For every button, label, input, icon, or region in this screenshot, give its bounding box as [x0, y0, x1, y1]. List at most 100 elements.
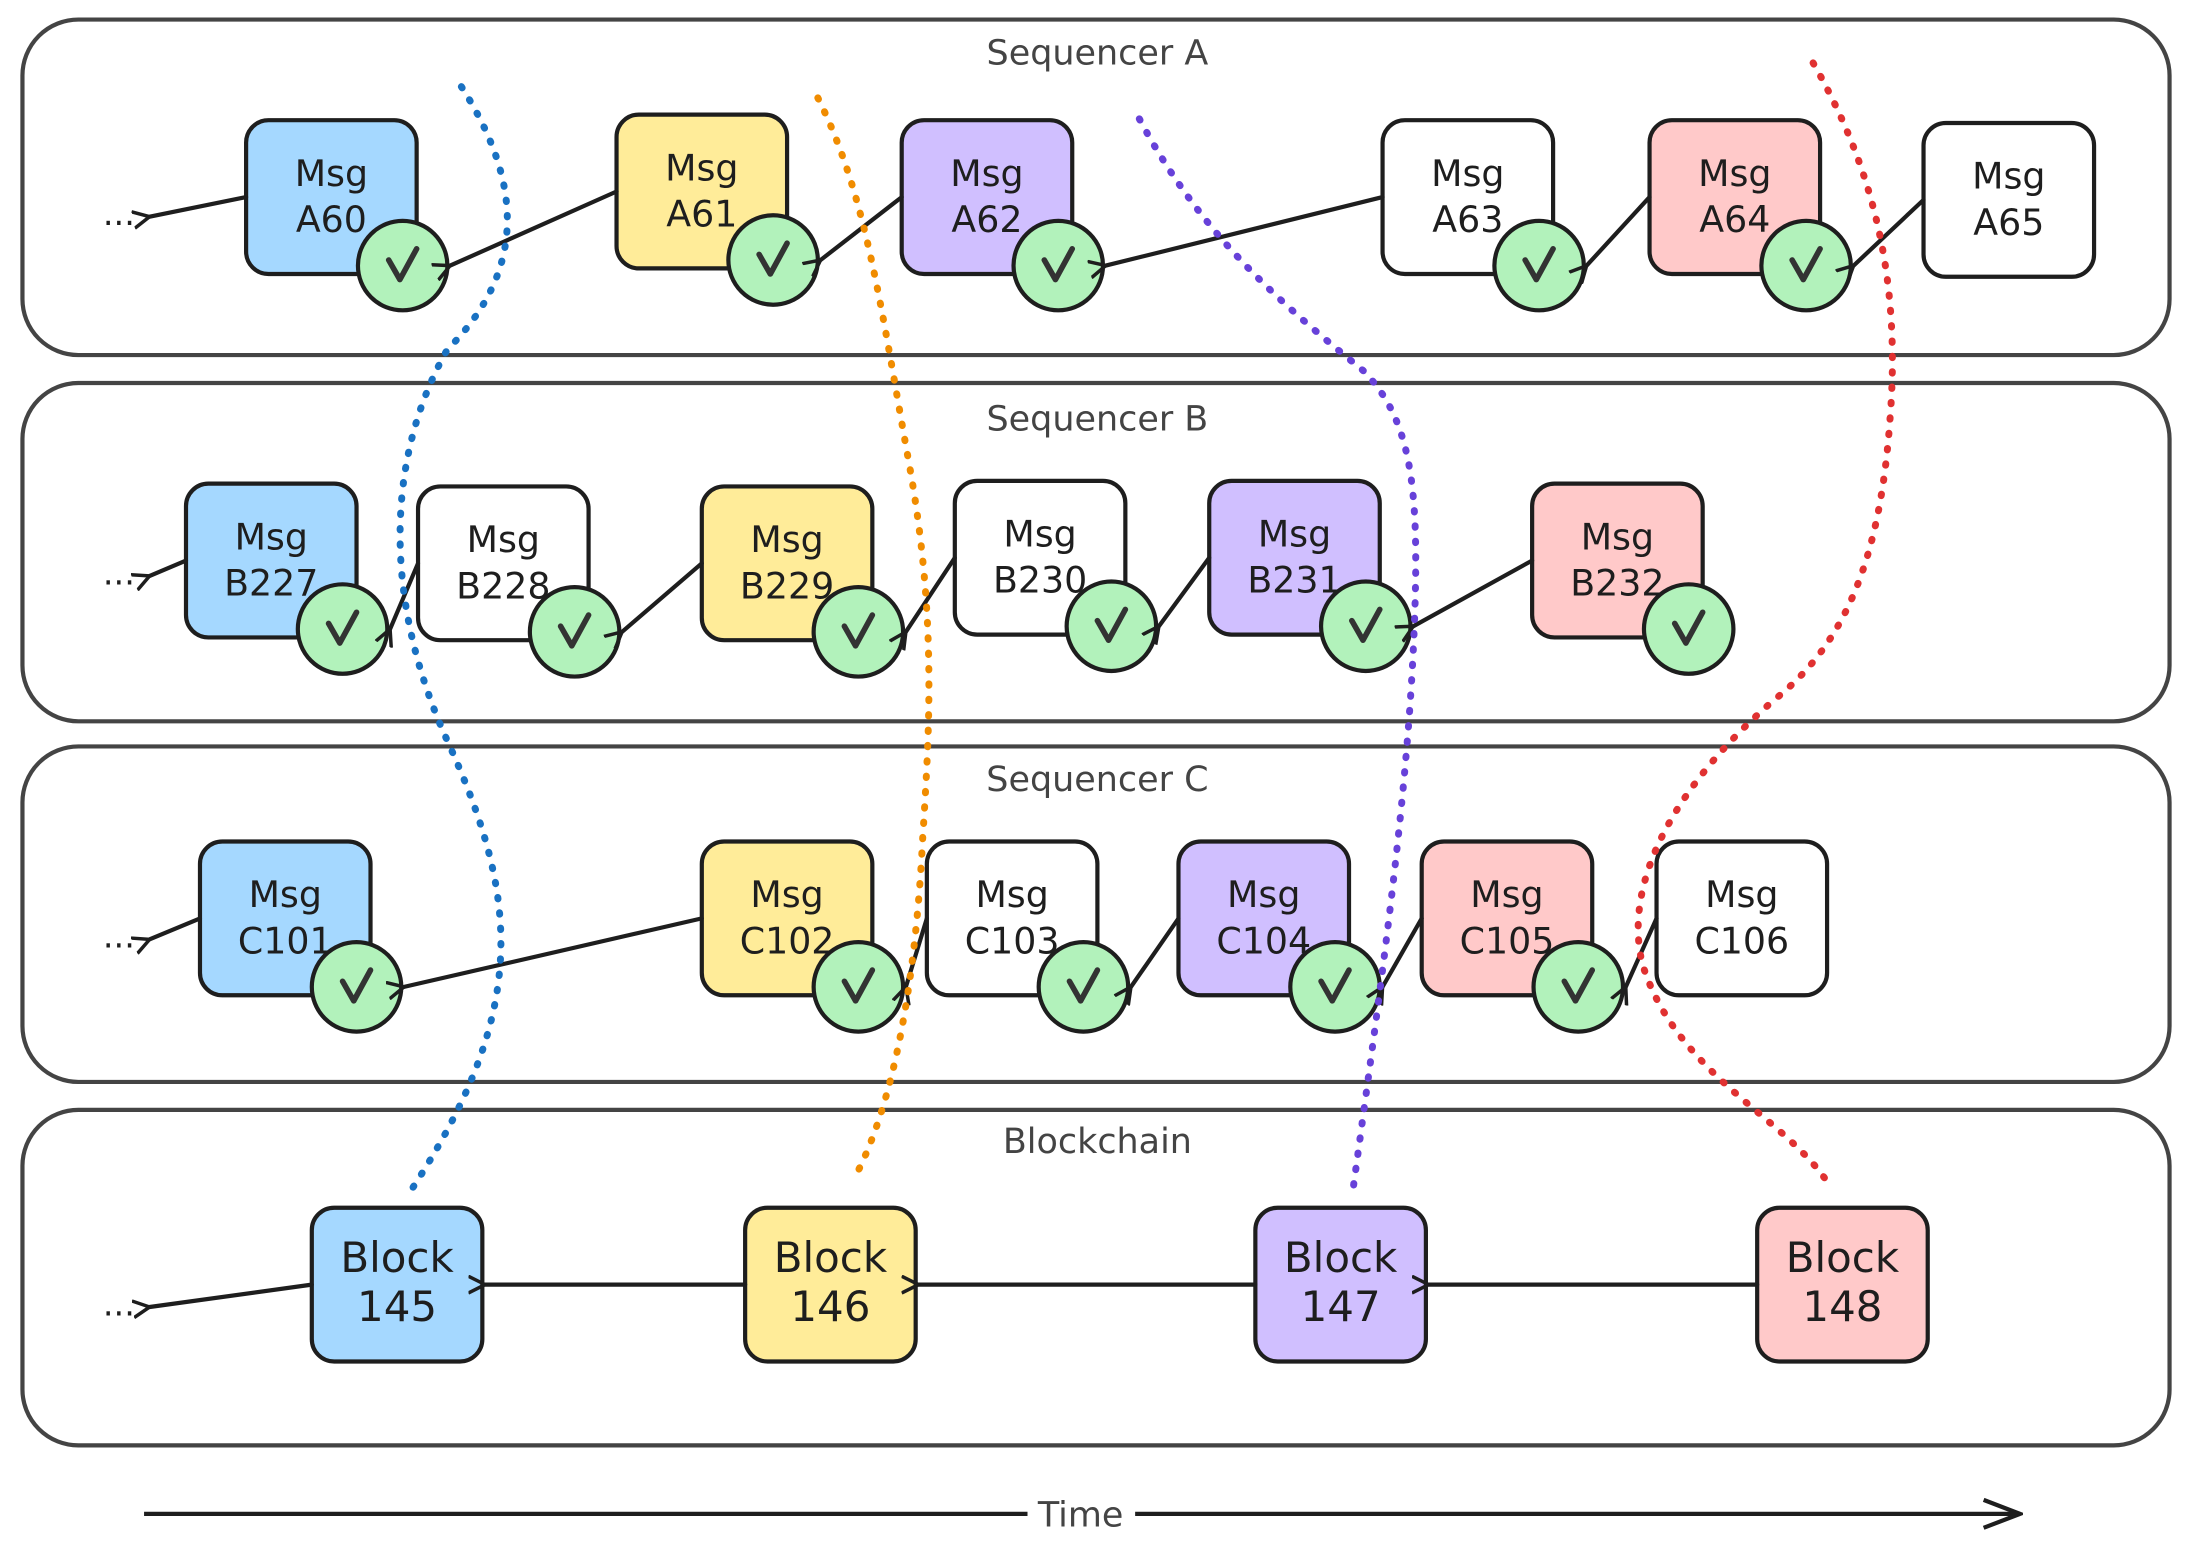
node-label-line1: Msg: [1972, 155, 2045, 198]
check-icon: [811, 940, 906, 1034]
node-label-line1: Msg: [249, 873, 322, 916]
node-label-line1: Msg: [295, 152, 368, 195]
lane-title: Blockchain: [1003, 1122, 1192, 1162]
node-label-line2: 146: [790, 1282, 870, 1331]
lane-title: Sequencer A: [987, 33, 1209, 73]
link-arrow: [390, 561, 421, 629]
link-arrow: [1106, 195, 1385, 265]
node-label-line1: Msg: [1705, 873, 1778, 916]
node-label-line2: C106: [1694, 919, 1789, 962]
node-label-line1: Msg: [467, 518, 540, 561]
node-label-line1: Msg: [750, 873, 823, 916]
check-icon: [1011, 218, 1106, 313]
node-label-line2: 148: [1802, 1282, 1882, 1331]
node-label-line1: Msg: [1698, 152, 1771, 195]
lane-frame: [20, 1107, 2172, 1448]
link-arrow: [1131, 916, 1181, 986]
dotted-link-purple: [1135, 115, 1420, 1192]
lane-sequencer-b: Sequencer B...MsgB227MsgB228MsgB229MsgB2…: [20, 380, 2172, 724]
node-label-line2: 147: [1301, 1282, 1381, 1331]
ellipsis: ...: [103, 194, 135, 233]
dotted-link-orange: [814, 94, 933, 1185]
link-arrow: [906, 555, 957, 632]
check-icon: [1064, 579, 1159, 674]
node-label-line1: Msg: [750, 518, 823, 561]
link-arrow: [1159, 555, 1212, 626]
ellipsis: ...: [103, 553, 135, 592]
node-label-line2: 145: [357, 1282, 437, 1331]
time-axis: Time: [144, 1495, 2020, 1535]
time-label: Time: [1037, 1495, 1124, 1535]
check-icon: [1318, 579, 1413, 674]
check-icon: [1036, 940, 1131, 1034]
node-label-line2: C102: [740, 919, 835, 962]
node-label-line2: B230: [993, 559, 1087, 602]
link-arrow: [622, 561, 704, 631]
link-arrow: [1413, 558, 1535, 627]
check-icon: [1288, 940, 1382, 1034]
node-label-line1: Msg: [1581, 515, 1654, 558]
node-label-line2: A62: [951, 198, 1022, 241]
link-arrow: [150, 916, 203, 939]
node-label-line2: B228: [456, 564, 550, 607]
dotted-link-blue: [396, 83, 511, 1192]
check-icon: [295, 582, 390, 676]
check-icon: [309, 940, 404, 1034]
node-label-line2: A65: [1973, 201, 2044, 244]
lane-title: Sequencer C: [986, 760, 1208, 800]
lane-title: Sequencer B: [987, 400, 1209, 440]
node-label-line1: Msg: [1258, 513, 1331, 556]
node-label-line1: Msg: [950, 152, 1023, 195]
node-label-line2: C103: [965, 919, 1060, 962]
link-arrow: [150, 1282, 314, 1307]
check-icon: [726, 213, 820, 307]
link-arrow: [1587, 195, 1652, 265]
check-icon: [1492, 218, 1586, 313]
link-arrow: [404, 916, 704, 986]
link-arrow: [150, 195, 249, 217]
node-label-line2: C101: [238, 919, 333, 962]
node-label-line1: Msg: [665, 146, 738, 189]
node-label-line1: Block: [340, 1233, 454, 1282]
node-label-line2: A64: [1699, 198, 1770, 241]
lane-sequencer-a: Sequencer A...MsgA60MsgA61MsgA62MsgA63Ms…: [20, 17, 2172, 358]
ellipsis: ...: [103, 1284, 135, 1323]
node-label-line1: Msg: [1227, 873, 1300, 916]
node-label-line1: Msg: [975, 873, 1048, 916]
lane-blockchain: Blockchain...Block145Block146Block147Blo…: [20, 1107, 2172, 1448]
check-icon: [1759, 218, 1853, 313]
node-label-line1: Msg: [1470, 873, 1543, 916]
node-label-line1: Msg: [1431, 152, 1504, 195]
check-icon: [1641, 582, 1736, 676]
check-icon: [527, 585, 622, 679]
node-label-line2: B227: [224, 561, 318, 604]
node-label-line2: C104: [1216, 919, 1311, 962]
node-label-line2: B229: [740, 564, 834, 607]
link-arrow: [1383, 916, 1424, 986]
check-icon: [1531, 940, 1626, 1034]
lane-sequencer-c: Sequencer C...MsgC101MsgC102MsgC103MsgC1…: [20, 744, 2172, 1085]
